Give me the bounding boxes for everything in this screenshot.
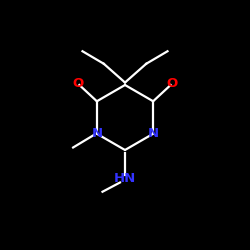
- Text: O: O: [166, 77, 177, 90]
- Text: N: N: [91, 127, 102, 140]
- Text: HN: HN: [114, 172, 136, 185]
- Text: O: O: [72, 77, 84, 90]
- Text: N: N: [148, 127, 159, 140]
